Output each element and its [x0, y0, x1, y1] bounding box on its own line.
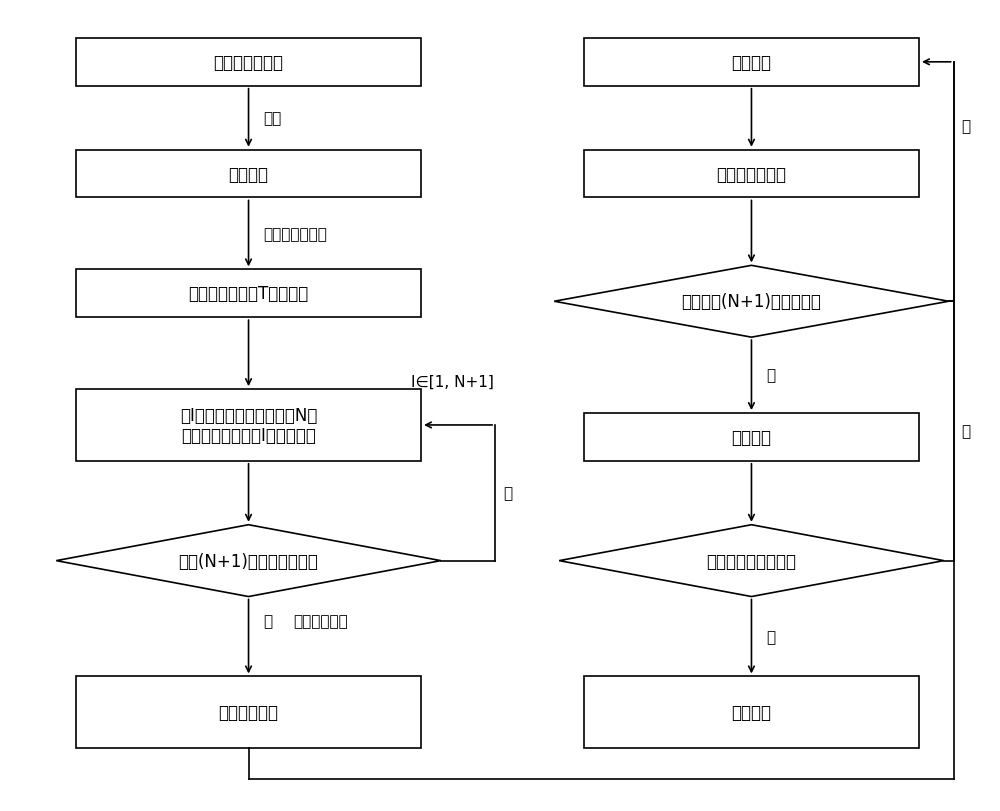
Polygon shape	[56, 525, 441, 597]
Text: 是否(N+1)组数据输出完毕: 是否(N+1)组数据输出完毕	[179, 552, 318, 570]
Bar	[584, 39, 919, 87]
Bar	[584, 414, 919, 461]
Text: 是: 是	[766, 629, 775, 644]
Text: 工艺文件导入: 工艺文件导入	[293, 613, 348, 629]
Text: 铺粉一次: 铺粉一次	[731, 54, 771, 71]
Text: I∈[1, N+1]: I∈[1, N+1]	[411, 374, 494, 389]
Text: 是: 是	[263, 613, 272, 629]
Text: 扫描一组填充线: 扫描一组填充线	[716, 165, 786, 183]
Bar	[76, 676, 421, 749]
Bar	[76, 389, 421, 461]
Text: 打印结束: 打印结束	[731, 703, 771, 721]
Text: 否: 否	[962, 424, 971, 439]
Text: 否: 否	[962, 119, 971, 134]
Text: 是否所有层打印完毕: 是否所有层打印完毕	[706, 552, 796, 570]
Bar	[584, 676, 919, 749]
Text: 平行线填充策略: 平行线填充策略	[263, 226, 327, 242]
Text: 否: 否	[503, 486, 512, 500]
Text: 下降层厚: 下降层厚	[731, 428, 771, 446]
Text: 平面轮廓: 平面轮廓	[229, 165, 269, 183]
Text: 是: 是	[766, 368, 775, 383]
Bar	[76, 150, 421, 198]
Bar	[76, 39, 421, 87]
Text: 排序填充线，共T条填充线: 排序填充线，共T条填充线	[188, 285, 309, 303]
Text: 是否该层(N+1)组扫描完毕: 是否该层(N+1)组扫描完毕	[682, 293, 821, 311]
Polygon shape	[559, 525, 944, 597]
Bar	[584, 150, 919, 198]
Text: 切片: 切片	[263, 111, 282, 126]
Text: 增材制造设备: 增材制造设备	[219, 703, 279, 721]
Text: 第I条填充线开始，每间隔N条
熔道的填充线为第I组数据输出: 第I条填充线开始，每间隔N条 熔道的填充线为第I组数据输出	[180, 406, 317, 444]
Polygon shape	[554, 266, 949, 337]
Text: 数字化三维模型: 数字化三维模型	[214, 54, 284, 71]
Bar	[76, 270, 421, 318]
